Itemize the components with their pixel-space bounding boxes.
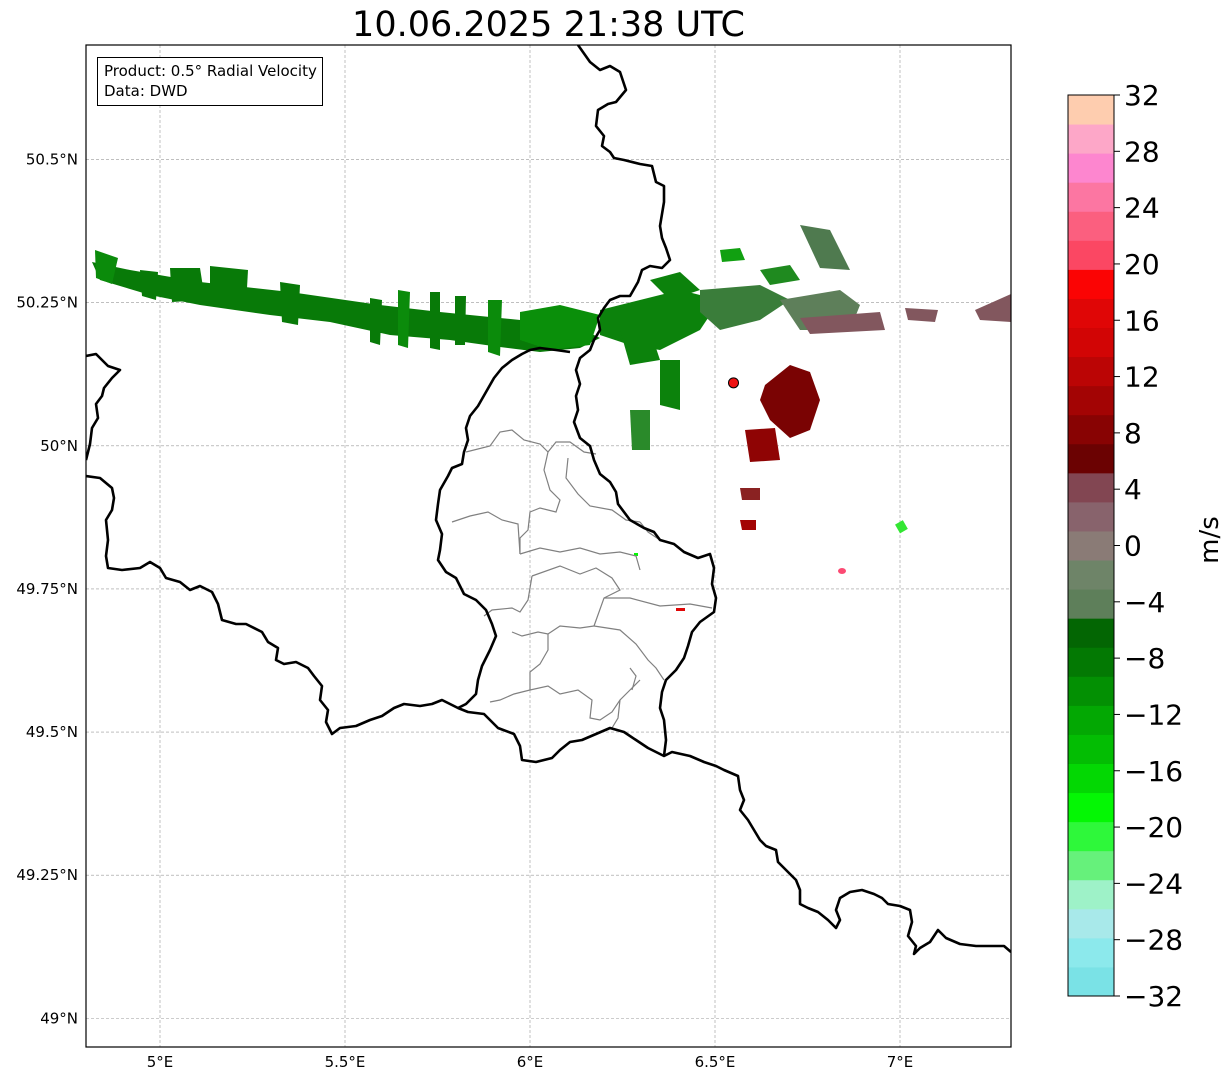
lon-tick-label: 6°E — [517, 1053, 544, 1071]
colorbar-segment — [1068, 763, 1114, 794]
echo-cluster-east — [800, 225, 1011, 334]
lat-tick-label: 50.5°N — [26, 151, 78, 169]
colorbar-segment — [1068, 937, 1114, 968]
echo-band-west — [92, 250, 600, 356]
colorbar-segment — [1068, 850, 1114, 881]
colorbar-segment — [1068, 95, 1114, 125]
colorbar-segment — [1068, 821, 1114, 852]
colorbar-segment — [1068, 501, 1114, 532]
colorbar-segment — [1068, 879, 1114, 910]
colorbar-segment — [1068, 676, 1114, 706]
colorbar-segment — [1068, 705, 1114, 735]
radar-echoes — [92, 225, 1011, 611]
colorbar-tick-label: 24 — [1124, 192, 1160, 225]
echo-speck — [676, 608, 685, 611]
colorbar-segment — [1068, 182, 1114, 212]
info-box: Product: 0.5° Radial Velocity Data: DWD — [97, 57, 323, 106]
colorbar-segment — [1068, 211, 1114, 241]
colorbar-segment — [1068, 560, 1114, 590]
lon-tick-label: 5.5°E — [325, 1053, 366, 1071]
echo-speck — [838, 568, 846, 574]
colorbar-tick-label: 32 — [1124, 79, 1160, 112]
colorbar-segment — [1068, 647, 1114, 677]
colorbar-tick-label: −32 — [1124, 980, 1183, 1013]
colorbar-tick-label: −20 — [1124, 811, 1183, 844]
lon-tick-label: 7°E — [887, 1053, 914, 1071]
colorbar-segment — [1068, 908, 1114, 939]
lat-tick-label: 49.5°N — [26, 723, 78, 741]
gridlines — [86, 45, 1011, 1047]
country-borders — [86, 45, 1011, 956]
colorbar-segment — [1068, 792, 1114, 823]
colorbar-unit-label: m/s — [1195, 516, 1225, 564]
colorbar-tick-label: 8 — [1124, 417, 1142, 450]
colorbar-segment — [1068, 443, 1114, 474]
colorbar-tick-label: 4 — [1124, 473, 1142, 506]
lat-tick-label: 49°N — [40, 1009, 78, 1027]
data-source-label: Data: DWD — [104, 82, 188, 100]
colorbar-segment — [1068, 327, 1114, 358]
product-label: Product: 0.5° Radial Velocity — [104, 62, 317, 80]
colorbar-segment — [1068, 618, 1114, 648]
colorbar-segment — [1068, 472, 1114, 503]
lon-tick-label: 5°E — [147, 1053, 174, 1071]
echo-cluster-red — [740, 365, 820, 530]
lon-tick-label: 6.5°E — [695, 1053, 736, 1071]
axis-tick-labels: 5°E 5.5°E 6°E 6.5°E 7°E 49°N 49.25°N 49.5°N 49.7… — [16, 151, 913, 1071]
radar-site-marker — [728, 377, 739, 389]
lat-tick-label: 50.25°N — [16, 294, 78, 312]
colorbar-segment — [1068, 734, 1114, 764]
colorbar-segment — [1068, 356, 1114, 387]
colorbar-tick-label: −4 — [1124, 586, 1165, 619]
colorbar-tick-label: 20 — [1124, 248, 1160, 281]
lat-tick-label: 50°N — [40, 437, 78, 455]
canton-borders — [451, 429, 713, 729]
lat-tick-label: 49.75°N — [16, 580, 78, 598]
colorbar-tick-label: 28 — [1124, 135, 1160, 168]
echo-speck — [634, 553, 638, 556]
colorbar-tick-label: −28 — [1124, 924, 1183, 957]
colorbar-tick-label: −12 — [1124, 698, 1183, 731]
map-title: 10.06.2025 21:38 UTC — [352, 5, 745, 45]
colorbar-tick-label: −8 — [1124, 642, 1165, 675]
colorbar-segment — [1068, 153, 1114, 183]
lat-tick-label: 49.25°N — [16, 866, 78, 884]
colorbar: 32 28 24 20 16 12 8 4 0 −4 −8 −12 −16 −20 −24 −28 −32 — [1067, 79, 1183, 1013]
colorbar-segment — [1068, 240, 1114, 270]
colorbar-tick-label: 12 — [1124, 361, 1160, 394]
colorbar-segment — [1068, 385, 1114, 416]
colorbar-tick-label: 16 — [1124, 304, 1160, 337]
echo-speck — [895, 520, 908, 534]
colorbar-segment — [1068, 589, 1114, 619]
colorbar-segment — [1068, 124, 1114, 154]
colorbar-tick-label: −24 — [1124, 867, 1183, 900]
colorbar-segment — [1068, 414, 1114, 445]
colorbar-segment — [1068, 530, 1114, 561]
colorbar-tick-label: −16 — [1124, 755, 1183, 788]
colorbar-segment — [1068, 269, 1114, 299]
map-frame — [85, 44, 1012, 1048]
colorbar-segment — [1068, 966, 1114, 997]
colorbar-segment — [1068, 298, 1114, 329]
colorbar-tick-label: 0 — [1124, 530, 1142, 563]
